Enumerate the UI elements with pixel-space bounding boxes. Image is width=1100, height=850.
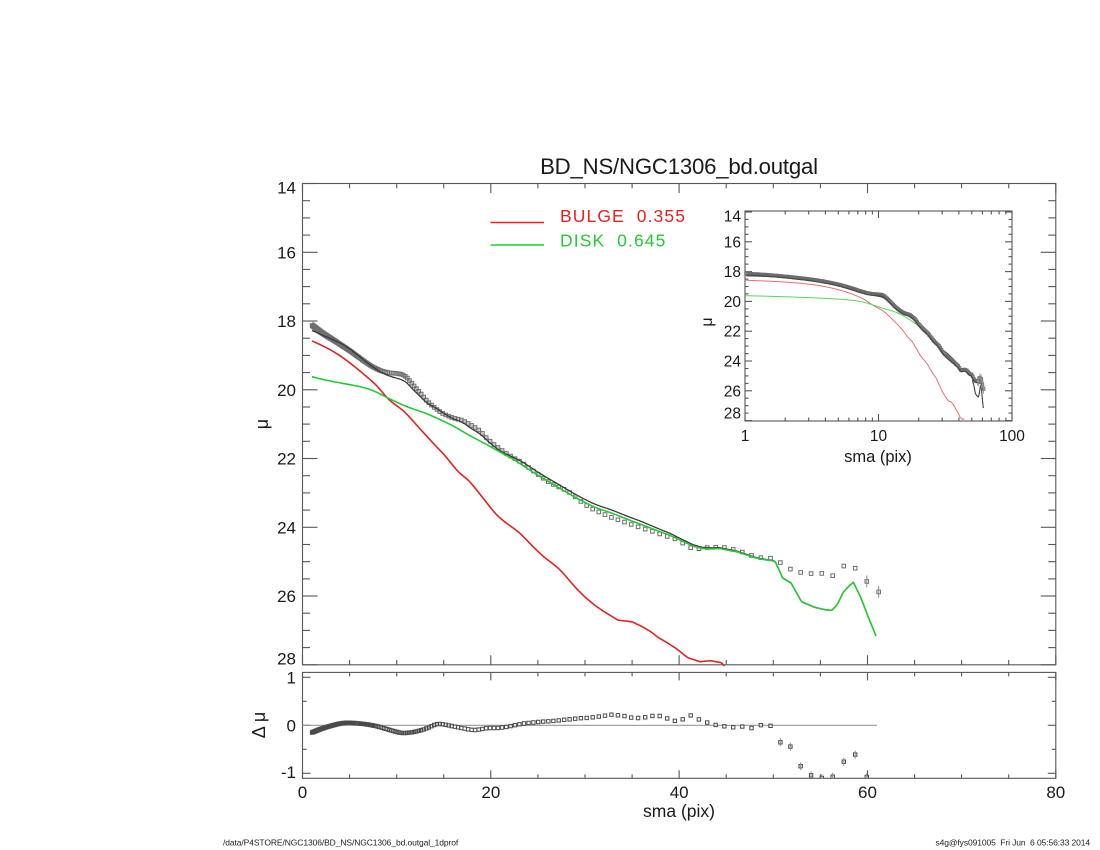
- svg-text:16: 16: [724, 234, 741, 251]
- svg-text:sma (pix): sma (pix): [643, 801, 715, 821]
- svg-text:80: 80: [1046, 783, 1065, 802]
- svg-text:22: 22: [724, 324, 741, 341]
- svg-text:0: 0: [287, 716, 296, 735]
- svg-text:0: 0: [298, 783, 307, 802]
- svg-text:16: 16: [277, 243, 296, 262]
- svg-text:Δ μ: Δ μ: [249, 712, 269, 738]
- svg-text:10: 10: [870, 428, 888, 445]
- svg-text:-1: -1: [281, 763, 296, 782]
- svg-text:28: 28: [724, 406, 741, 423]
- svg-text:1: 1: [741, 428, 750, 445]
- svg-text:20: 20: [724, 294, 742, 311]
- svg-text:100: 100: [999, 428, 1025, 445]
- svg-text:26: 26: [277, 587, 296, 606]
- svg-text:DISK 0.645: DISK 0.645: [560, 230, 666, 250]
- svg-text:20: 20: [481, 783, 500, 802]
- svg-text:14: 14: [724, 209, 742, 226]
- svg-text:BD_NS/NGC1306_bd.outgal: BD_NS/NGC1306_bd.outgal: [540, 154, 818, 179]
- svg-text:1: 1: [287, 668, 296, 687]
- svg-text:24: 24: [277, 518, 296, 537]
- svg-text:μ: μ: [252, 419, 272, 429]
- svg-text:s4g@fys091005 Fri Jun 6 05:5: s4g@fys091005 Fri Jun 6 05:56:33 2014: [935, 837, 1090, 847]
- svg-text:/data/P4STORE/NGC1306/BD_NS/NG: /data/P4STORE/NGC1306/BD_NS/NGC1306_bd.o…: [223, 837, 459, 847]
- svg-text:28: 28: [277, 650, 296, 669]
- svg-text:sma (pix): sma (pix): [844, 448, 912, 466]
- svg-text:40: 40: [670, 783, 689, 802]
- svg-text:22: 22: [277, 450, 296, 469]
- svg-text:18: 18: [724, 264, 741, 281]
- svg-text:24: 24: [724, 354, 742, 371]
- svg-text:26: 26: [724, 383, 741, 400]
- svg-text:BULGE 0.355: BULGE 0.355: [560, 206, 686, 226]
- svg-text:14: 14: [277, 179, 296, 198]
- svg-text:18: 18: [277, 312, 296, 331]
- svg-text:μ: μ: [699, 317, 716, 326]
- svg-text:60: 60: [858, 783, 877, 802]
- svg-text:20: 20: [277, 381, 296, 400]
